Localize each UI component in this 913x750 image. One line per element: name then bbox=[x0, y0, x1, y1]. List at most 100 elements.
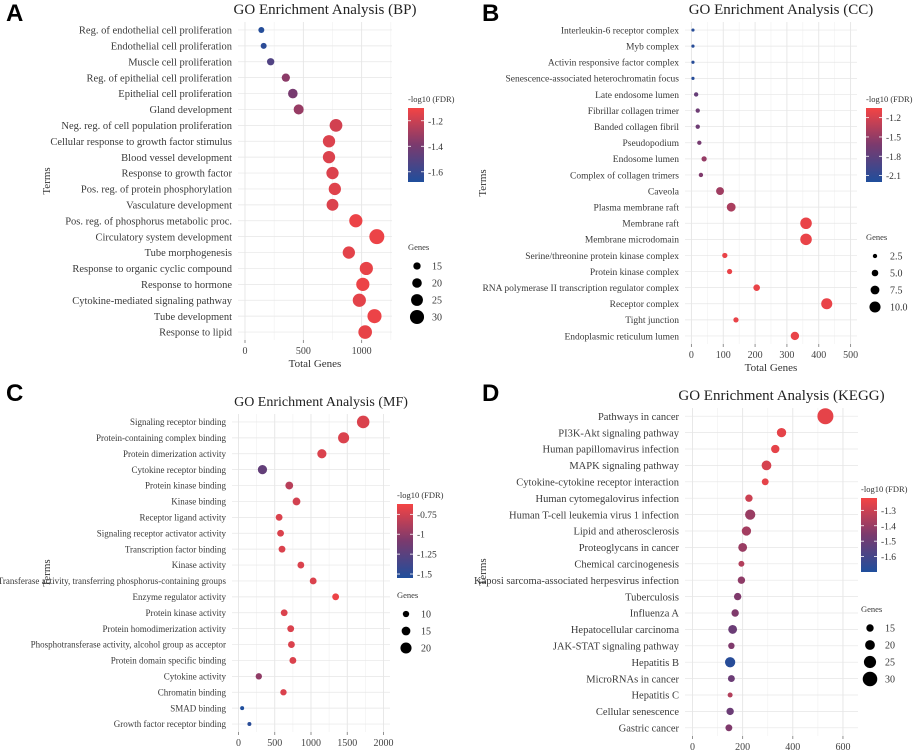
mf-term-label: Signaling receptor binding bbox=[130, 417, 226, 427]
cc-term-label: Activin responsive factor complex bbox=[548, 58, 679, 69]
mf-term-label: Protein domain specific binding bbox=[111, 656, 227, 666]
cc-term-label: Receptor complex bbox=[610, 300, 680, 310]
kegg-term-label: PI3K-Akt signaling pathway bbox=[558, 428, 679, 439]
bp-term-label: Endothelial cell proliferation bbox=[111, 42, 233, 53]
kegg-data-point bbox=[727, 692, 733, 698]
cc-size-legend-label: 2.5 bbox=[890, 252, 903, 263]
cc-data-point bbox=[695, 108, 700, 113]
mf-term-label: Phosphotransferase activity, alcohol gro… bbox=[31, 640, 226, 650]
kegg-data-point bbox=[741, 526, 752, 536]
cc-data-point bbox=[716, 187, 725, 196]
kegg-data-point bbox=[771, 444, 780, 454]
bp-data-point bbox=[266, 58, 275, 66]
mf-term-label: Protein kinase activity bbox=[146, 608, 227, 618]
kegg-term-label: Tuberculosis bbox=[625, 592, 679, 603]
bp-term-label: Reg. of endothelial cell proliferation bbox=[79, 26, 233, 37]
kegg-data-point bbox=[817, 408, 834, 425]
mf-size-legend-label: 20 bbox=[421, 644, 431, 655]
bp-enrichment-chart: GO Enrichment Analysis (BP)Reg. of endot… bbox=[41, 2, 455, 370]
mf-data-point bbox=[280, 609, 288, 617]
kegg-plot-area bbox=[685, 408, 858, 736]
cc-data-point bbox=[790, 331, 800, 341]
cc-x-tick-label: 300 bbox=[779, 350, 794, 361]
mf-term-label: Protein-containing complex binding bbox=[96, 433, 226, 443]
cc-size-legend-dot bbox=[870, 285, 880, 295]
mf-size-legend-dot bbox=[401, 626, 411, 636]
mf-term-label: Receptor ligand activity bbox=[140, 513, 227, 523]
mf-term-label: Growth factor receptor binding bbox=[114, 719, 227, 729]
cc-size-legend-dot bbox=[872, 253, 878, 259]
bp-data-point bbox=[288, 88, 298, 99]
kegg-term-label: MAPK signaling pathway bbox=[569, 461, 679, 472]
cc-term-label: Protein kinase complex bbox=[590, 268, 679, 278]
bp-x-tick-label: 0 bbox=[243, 346, 248, 357]
kegg-data-point bbox=[733, 592, 742, 601]
kegg-color-tick-label: -1.3 bbox=[881, 507, 896, 517]
bp-chart-title: GO Enrichment Analysis (BP) bbox=[234, 2, 417, 18]
bp-data-point bbox=[352, 293, 366, 307]
mf-color-tick-label: -1 bbox=[417, 531, 425, 541]
kegg-data-point bbox=[727, 675, 735, 683]
mf-term-label: Cytokine activity bbox=[164, 672, 227, 682]
bp-term-label: Epithelial cell proliferation bbox=[118, 89, 232, 100]
cc-size-legend-label: 7.5 bbox=[890, 286, 903, 297]
mf-enrichment-chart: GO Enrichment Analysis (MF) Signaling rec… bbox=[0, 395, 444, 749]
mf-data-point bbox=[285, 481, 294, 490]
mf-data-point bbox=[317, 449, 327, 459]
bp-size-legend-label: 15 bbox=[432, 262, 442, 273]
mf-size-legend-dot bbox=[402, 610, 410, 618]
mf-term-label: Kinase activity bbox=[172, 560, 227, 570]
mf-term-label: Transcription factor binding bbox=[125, 544, 227, 554]
kegg-term-label: Hepatitis C bbox=[631, 691, 679, 702]
bp-color-tick-label: -1.4 bbox=[428, 143, 443, 153]
bp-term-label: Response to hormone bbox=[141, 280, 232, 291]
cc-size-legend-dot bbox=[871, 269, 879, 277]
bp-term-label: Cytokine-mediated signaling pathway bbox=[72, 296, 233, 307]
bp-term-label: Response to lipid bbox=[159, 328, 233, 339]
bp-x-axis-label: Total Genes bbox=[289, 358, 342, 370]
cc-color-bar bbox=[866, 108, 882, 182]
cc-data-point bbox=[691, 60, 695, 64]
bp-term-label: Pos. reg. of phosphorus metabolic proc. bbox=[65, 216, 232, 227]
mf-term-label: Enzyme regulator activity bbox=[133, 592, 227, 602]
mf-color-tick-label: -0.75 bbox=[417, 511, 437, 521]
bp-x-tick-label: 500 bbox=[296, 346, 311, 357]
bp-term-label: Circulatory system development bbox=[96, 232, 233, 243]
cc-term-label: Endosome lumen bbox=[613, 155, 679, 165]
bp-color-tick-label: -1.6 bbox=[428, 168, 443, 178]
mf-size-legend-label: 15 bbox=[421, 627, 431, 638]
bp-data-point bbox=[342, 246, 355, 259]
cc-x-tick-label: 200 bbox=[748, 350, 763, 361]
bp-size-legend-dot bbox=[409, 309, 425, 325]
cc-enrichment-chart: GO Enrichment Analysis (CC) Interleukin-6… bbox=[477, 2, 913, 374]
cc-data-point bbox=[695, 124, 700, 129]
bp-data-point bbox=[322, 135, 336, 148]
bp-term-label: Response to organic cyclic compound bbox=[72, 264, 232, 275]
cc-term-label: Caveola bbox=[648, 187, 680, 197]
bp-term-label: Response to growth factor bbox=[121, 169, 232, 180]
cc-data-point bbox=[691, 28, 695, 32]
kegg-term-label: Lipid and atherosclerosis bbox=[573, 527, 679, 538]
bp-data-point bbox=[349, 214, 363, 228]
bp-data-point bbox=[326, 198, 339, 211]
kegg-term-label: Cellular senescence bbox=[596, 707, 679, 718]
kegg-term-label: Proteoglycans in cancer bbox=[579, 543, 680, 554]
mf-chart-title: GO Enrichment Analysis (MF) bbox=[234, 395, 408, 410]
bp-term-label: Vasculature development bbox=[126, 201, 232, 212]
bp-plot-area bbox=[238, 22, 392, 340]
mf-data-point bbox=[247, 722, 252, 727]
bp-data-point bbox=[281, 73, 290, 82]
mf-size-legend-title: Genes bbox=[397, 590, 418, 600]
kegg-enrichment-chart: GO Enrichment Analysis (KEGG) Pathways in… bbox=[474, 388, 908, 750]
mf-color-tick-label: -1.5 bbox=[417, 571, 432, 581]
mf-size-legend-label: 10 bbox=[421, 610, 431, 621]
mf-data-point bbox=[257, 465, 268, 475]
bp-size-legend-label: 30 bbox=[432, 313, 442, 324]
bp-term-label: Blood vessel development bbox=[121, 153, 232, 164]
bp-data-point bbox=[367, 309, 382, 324]
bp-data-point bbox=[258, 26, 265, 33]
kegg-data-point bbox=[726, 707, 734, 716]
kegg-size-legend-label: 15 bbox=[885, 624, 895, 635]
cc-data-point bbox=[726, 268, 733, 275]
cc-term-label: Banded collagen fibril bbox=[594, 122, 679, 133]
